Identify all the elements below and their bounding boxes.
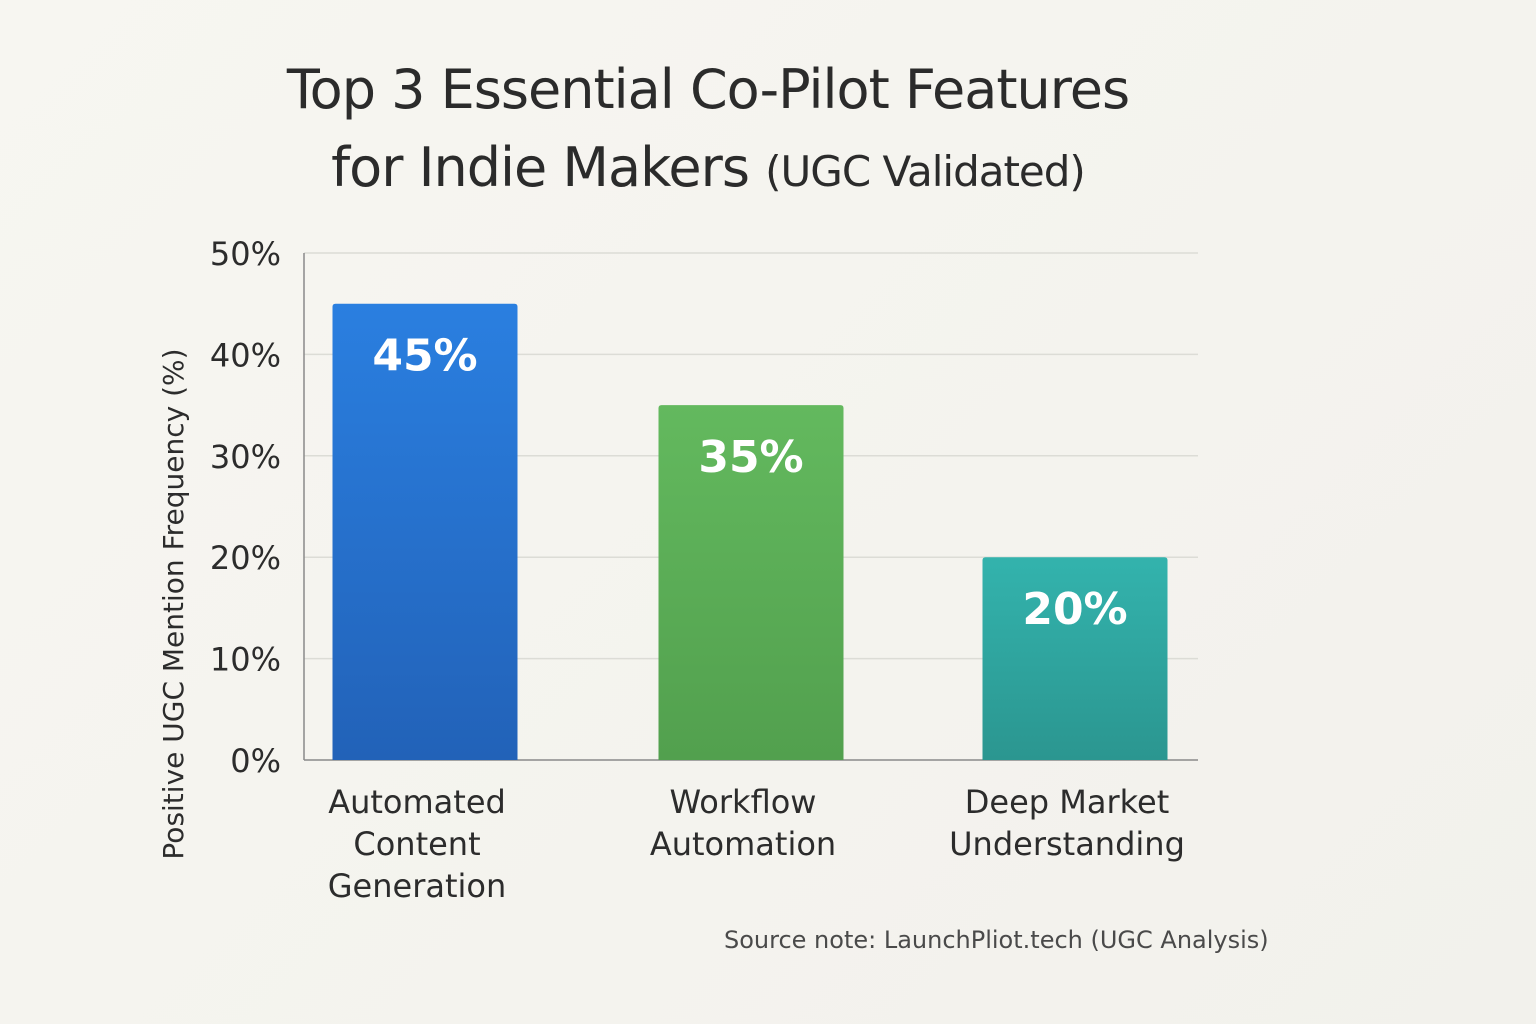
y-axis-label: Positive UGC Mention Frequency (%) (157, 348, 190, 859)
chart-title-main: for Indie Makers (331, 136, 750, 199)
axis-layer: 0% 10% 20% 30% 40% 50% Positive UGC Mention Fr… (157, 235, 1198, 860)
x-tick-label: Workflow (670, 783, 817, 821)
x-tick-label: Generation (328, 867, 507, 905)
y-tick-label: 20% (210, 539, 281, 577)
x-tick-label: Automation (650, 825, 836, 863)
chart-title-line1: Top 3 Essential Co-Pilot Features (286, 58, 1130, 121)
y-tick-label: 50% (210, 235, 281, 273)
bar-layer (332, 303, 1168, 760)
bar-1 (658, 405, 844, 760)
y-tick-label: 10% (210, 641, 281, 679)
bar-2 (982, 557, 1168, 760)
bar-value-label: 20% (1022, 584, 1127, 635)
label-layer: 45% Automated Content Generation 35% Workflow… (328, 331, 1185, 905)
bar-0 (332, 303, 518, 760)
y-tick-label: 0% (230, 742, 281, 780)
y-tick-label: 40% (210, 336, 281, 374)
bar-value-label: 35% (698, 432, 803, 483)
chart-title-line2: for Indie Makers (UGC Validated) (0, 136, 1416, 199)
source-note: Source note: LaunchPliot.tech (UGC Analy… (724, 926, 1269, 954)
bar-value-label: 45% (372, 331, 477, 382)
x-tick-label: Understanding (949, 825, 1185, 863)
chart-title-subtitle: (UGC Validated) (765, 147, 1086, 196)
x-tick-label: Content (353, 825, 480, 863)
y-tick-label: 30% (210, 438, 281, 476)
x-tick-label: Deep Market (965, 783, 1170, 821)
x-tick-label: Automated (328, 783, 506, 821)
